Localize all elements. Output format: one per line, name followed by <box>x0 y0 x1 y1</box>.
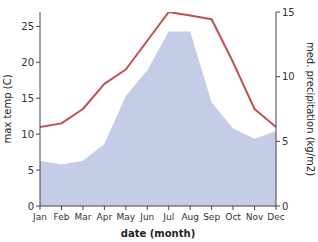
y2-axis-label: med. precipitation (kg/m2) <box>305 42 316 176</box>
y2-tick-label: 15 <box>282 7 295 18</box>
x-axis-label: date (month) <box>121 228 195 239</box>
chart-container: 0 5 10 15 20 25 0 5 10 15 Jan Feb Mar Apr MayJun Jul Aug… <box>0 0 318 242</box>
y-axis-line <box>40 12 41 206</box>
y-tick <box>36 134 40 135</box>
x-tick-label: May <box>117 212 136 222</box>
plot-marks <box>40 12 276 206</box>
x-tick <box>190 206 191 210</box>
y2-tick <box>276 206 280 207</box>
x-tick <box>276 206 277 210</box>
y-tick <box>36 170 40 171</box>
y2-tick <box>276 12 280 13</box>
y2-tick-label: 10 <box>282 71 295 82</box>
y-tick <box>36 62 40 63</box>
x-tick <box>125 206 126 210</box>
x-tick-label: Dec <box>267 212 284 222</box>
x-tick <box>211 206 212 210</box>
y-axis-label: max temp (C) <box>2 74 13 143</box>
chart: 0 5 10 15 20 25 0 5 10 15 Jan Feb Mar Apr MayJun Jul Aug… <box>0 0 318 242</box>
x-tick-label: Jun <box>139 212 154 222</box>
x-tick-label: Feb <box>53 212 69 222</box>
line <box>40 12 276 127</box>
y-tick-label: 15 <box>21 93 34 104</box>
y2-axis-line <box>276 12 277 206</box>
x-tick <box>168 206 169 210</box>
x-tick <box>254 206 255 210</box>
x-tick-label: Jul <box>162 212 174 222</box>
y-tick <box>36 206 40 207</box>
y-tick <box>36 98 40 99</box>
y2-tick-label: 5 <box>282 136 288 147</box>
y2-tick <box>276 76 280 77</box>
x-tick <box>82 206 83 210</box>
y-tick-label: 5 <box>28 165 34 176</box>
x-tick-label: Apr <box>97 212 113 222</box>
x-tick-label: Mar <box>74 212 91 222</box>
y-tick <box>36 26 40 27</box>
x-tick-label: Sep <box>203 212 220 222</box>
area <box>40 31 276 206</box>
x-tick <box>233 206 234 210</box>
y-tick-label: 10 <box>21 129 34 140</box>
x-tick <box>147 206 148 210</box>
x-tick <box>40 206 41 210</box>
x-axis-line <box>40 206 276 207</box>
y2-tick-label: 0 <box>282 201 288 212</box>
y-tick-label: 0 <box>28 201 34 212</box>
x-tick <box>61 206 62 210</box>
y-tick-label: 25 <box>21 21 34 32</box>
y-tick-label: 20 <box>21 57 34 68</box>
x-tick <box>104 206 105 210</box>
x-tick-label: Aug <box>181 212 199 222</box>
x-tick-label: Jan <box>32 212 47 222</box>
x-tick-label: Oct <box>225 212 241 222</box>
x-tick-label: Nov <box>246 212 264 222</box>
y2-tick <box>276 141 280 142</box>
